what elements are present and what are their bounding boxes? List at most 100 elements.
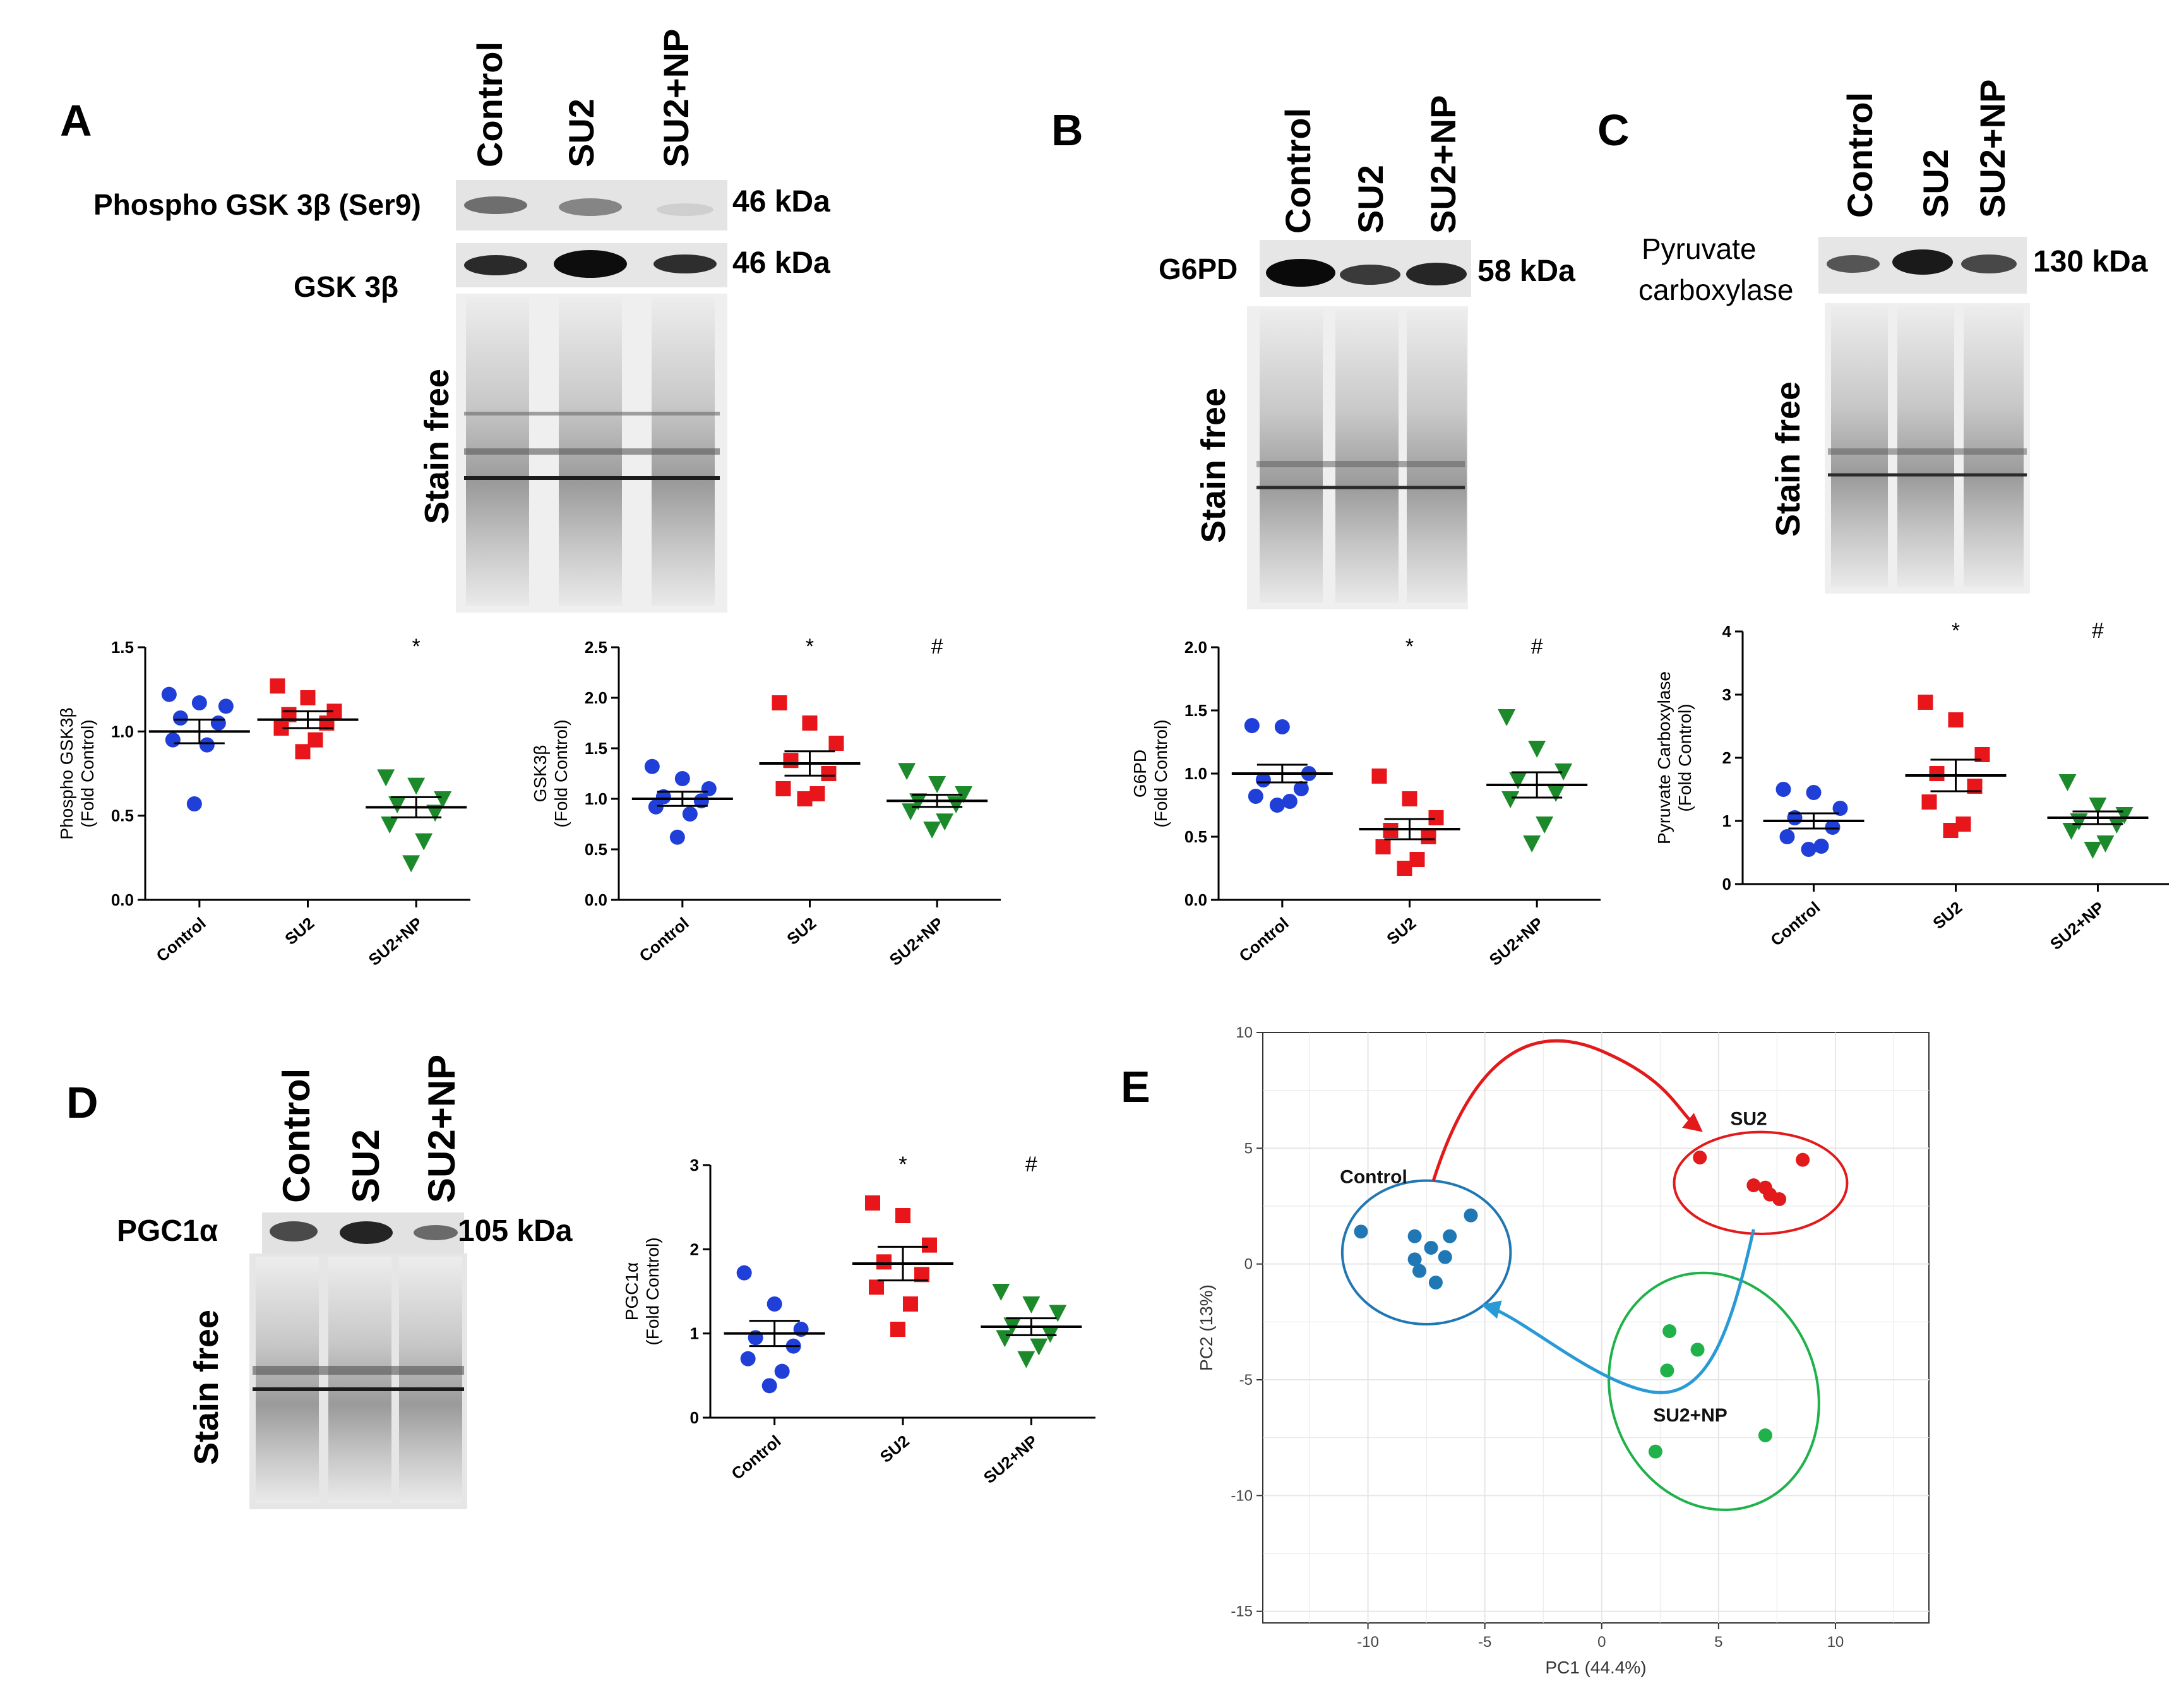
y-axis-label: GSK3β: [530, 745, 550, 803]
y-axis-label: Phospho GSK3β: [57, 707, 76, 839]
data-point-su2: [772, 695, 787, 710]
pca-point-su2: [1746, 1178, 1761, 1192]
data-point-control: [1775, 782, 1791, 797]
lane-label-su2-b: SU2: [1351, 165, 1390, 234]
lane-label-su2np-a: SU2+NP: [656, 29, 696, 167]
y-tick-label: 3: [1722, 685, 1731, 704]
transition-arrow-su2np-to-control: [1481, 1229, 1755, 1394]
pca-point-control: [1412, 1264, 1427, 1278]
y-tick-label: 1.0: [585, 789, 607, 808]
band-phospho-control: [464, 196, 527, 214]
band-label-g6pd: G6PD: [1159, 253, 1238, 285]
pca-group-label: Control: [1340, 1166, 1407, 1187]
x-tick-label: SU2: [876, 1432, 913, 1466]
data-point-su2np: [2089, 798, 2107, 815]
y-tick-label: 0.5: [111, 806, 134, 825]
data-point-su2: [802, 715, 818, 731]
pca-point-su2np: [1690, 1343, 1705, 1357]
data-point-su2np: [928, 776, 946, 793]
data-point-control: [644, 758, 660, 774]
data-point-su2np: [898, 763, 916, 781]
data-point-su2np: [415, 833, 433, 851]
y-axis-label: PGC1α: [622, 1262, 641, 1320]
data-point-control: [1801, 842, 1817, 857]
data-point-control: [1274, 719, 1290, 734]
lane-label-control-b: Control: [1278, 108, 1318, 234]
g6pd-plot: 0.0 0.5 1.0 1.5 2.0 G6PD (Fold Control) Control…: [1130, 635, 1601, 969]
panel-letter-d: D: [66, 1078, 98, 1127]
data-point-control: [210, 715, 226, 731]
data-point-control: [191, 695, 207, 710]
x-tick-label: SU2: [783, 914, 820, 948]
panel-d-blots: D Control SU2 SU2+NP PGC1α 105 kDa Stain…: [66, 1055, 573, 1509]
pca-point-su2: [1693, 1151, 1707, 1164]
stain-lane-control-b: [1260, 309, 1323, 603]
panel-letter-a: A: [60, 96, 92, 145]
data-point-su2: [1929, 766, 1945, 781]
data-point-su2np: [1528, 741, 1546, 758]
data-point-control: [761, 1378, 777, 1394]
data-point-su2np: [1022, 1296, 1041, 1313]
data-point-su2np: [1049, 1305, 1067, 1322]
lane-label-su2-c: SU2: [1916, 149, 1955, 218]
pyruvate-carboxylase-plot: 0 1 2 3 4 Pyruvate Carboxylase (Fold Control) C…: [1654, 619, 2169, 954]
y-axis-label: Pyruvate Carboxylase: [1654, 671, 1674, 844]
panel-letter-e: E: [1121, 1062, 1150, 1111]
stain-free-label-b: Stain free: [1195, 388, 1232, 543]
data-point-su2: [1402, 791, 1417, 806]
data-point-su2: [300, 690, 316, 705]
y-tick-label: 0: [1244, 1256, 1253, 1273]
data-point-control: [1813, 839, 1829, 854]
data-point-control: [1244, 718, 1260, 733]
y-tick-label: 1: [690, 1324, 699, 1343]
data-point-control: [1248, 789, 1263, 804]
kda-phospho-gsk3b: 46 kDa: [732, 185, 830, 218]
y-axis-label-units: (Fold Control): [78, 719, 97, 827]
y-tick-label: -5: [1239, 1372, 1253, 1389]
band-pgc1a-su2np: [414, 1225, 458, 1240]
data-point-su2: [1921, 794, 1937, 810]
x-tick-label: -10: [1357, 1634, 1379, 1651]
band-label-pgc1a: PGC1α: [117, 1214, 218, 1248]
y-tick-label: 2: [1722, 748, 1731, 767]
y-axis-label-units: (Fold Control): [1151, 719, 1171, 827]
data-point-su2np: [2058, 774, 2077, 791]
stain-free-label-d: Stain free: [188, 1310, 225, 1465]
significance-marker: #: [2092, 619, 2104, 643]
y-axis-label-units: (Fold Control): [551, 719, 571, 827]
lane-label-su2-a: SU2: [561, 99, 601, 167]
data-point-control: [1255, 772, 1271, 787]
data-point-su2np: [2096, 835, 2115, 852]
pca-plot: -10 -5 0 5 10 10 5 0 -5 -10 -15 PC1 (44.4%) PC2 (13%…: [1196, 1024, 1930, 1677]
data-point-su2: [1918, 695, 1933, 710]
data-point-su2np: [426, 805, 445, 822]
lane-label-su2np-c: SU2+NP: [1972, 80, 2012, 218]
significance-marker: *: [898, 1152, 907, 1176]
band-pyruvate-su2: [1892, 249, 1953, 275]
significance-marker: *: [806, 635, 814, 659]
data-point-su2: [903, 1296, 918, 1312]
band-g6pd-su2np: [1406, 263, 1467, 285]
data-point-su2: [821, 766, 837, 781]
y-tick-label: 2.0: [585, 688, 607, 707]
x-tick-label: SU2: [281, 914, 318, 948]
stain-free-label-a: Stain free: [418, 369, 456, 524]
pca-point-control: [1428, 1276, 1443, 1289]
stain-free-label-c: Stain free: [1769, 381, 1807, 537]
y-tick-label: 1.0: [1184, 764, 1207, 783]
y-axis-label: PC2 (13%): [1196, 1284, 1216, 1371]
data-point-su2np: [996, 1330, 1014, 1348]
data-point-control: [165, 732, 181, 748]
significance-marker: *: [1952, 619, 1960, 643]
cluster-ellipse-control: [1340, 1179, 1512, 1326]
data-point-su2np: [955, 786, 973, 803]
data-point-su2: [1428, 810, 1444, 825]
data-point-su2: [1421, 829, 1436, 844]
band-pyruvate-control: [1827, 255, 1880, 273]
band-label-pyruvate-line1: Pyruvate: [1642, 232, 1757, 265]
y-tick-label: 10: [1236, 1024, 1253, 1041]
x-tick-label: Control: [153, 914, 210, 966]
data-point-su2np: [947, 796, 965, 813]
y-axis-label-units: (Fold Control): [1675, 703, 1695, 811]
